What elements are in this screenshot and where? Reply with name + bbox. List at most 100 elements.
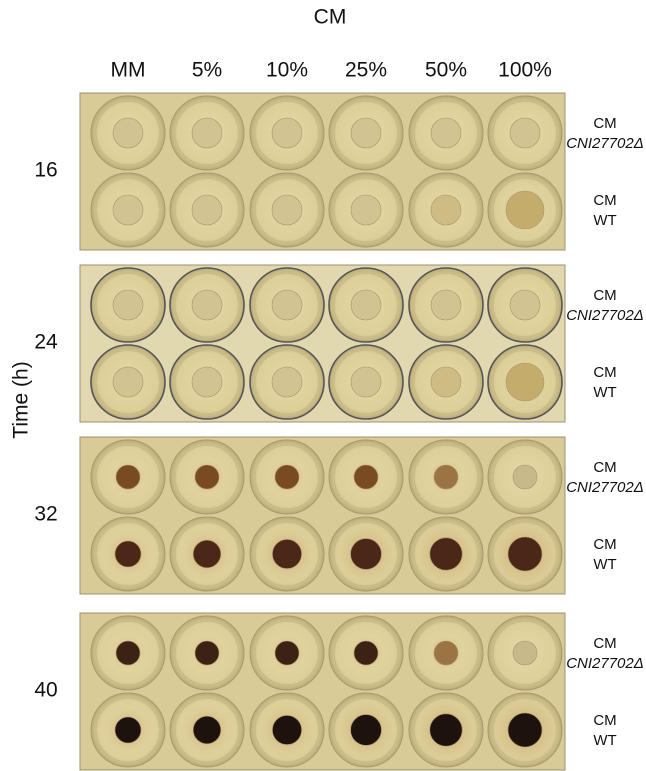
well-rim [174, 100, 240, 166]
colony [430, 117, 462, 149]
column-label: 10% [266, 59, 308, 82]
well-rim [254, 444, 320, 510]
well-rim [333, 697, 399, 763]
colony [353, 464, 379, 490]
well-rim [174, 444, 240, 510]
well-rim [492, 177, 558, 243]
well-rim [174, 349, 240, 415]
well-rim [254, 697, 320, 763]
colony [509, 117, 541, 149]
well-rim [492, 620, 558, 686]
well-rim [95, 444, 161, 510]
colony [114, 540, 142, 568]
colony [194, 640, 220, 666]
well-rim [333, 100, 399, 166]
well-rim [95, 620, 161, 686]
plate-panel: CM CNI27702Δ CM WT 32 [34, 436, 644, 595]
colony [112, 194, 144, 226]
well-rim [254, 100, 320, 166]
well-rim [174, 697, 240, 763]
column-label: MM [111, 59, 146, 82]
well-rim [413, 349, 479, 415]
well-rim [333, 272, 399, 338]
colony [350, 289, 382, 321]
well-rim [95, 349, 161, 415]
column-label: 100% [498, 59, 552, 82]
well-rim [95, 272, 161, 338]
colony [115, 640, 141, 666]
well-rim [254, 272, 320, 338]
colony [507, 712, 543, 748]
well-rim [492, 444, 558, 510]
colony [112, 366, 144, 398]
well-rim [254, 620, 320, 686]
colony [192, 539, 222, 569]
colony [350, 714, 382, 746]
column-headers: MM 5% 10% 25% 50% 100% [111, 59, 552, 82]
well-rim [254, 349, 320, 415]
colony [505, 190, 545, 230]
well-rim [174, 620, 240, 686]
well-rim [413, 100, 479, 166]
colony [433, 640, 459, 666]
axis-label: Time (h) [10, 361, 33, 438]
colony [114, 716, 142, 744]
colony [271, 194, 303, 226]
colony [274, 640, 300, 666]
row-label: WT [593, 212, 616, 229]
column-label: 50% [425, 59, 467, 82]
time-label: 16 [34, 159, 57, 182]
well-rim [492, 100, 558, 166]
well-rim [254, 521, 320, 587]
column-label: 25% [345, 59, 387, 82]
well-rim [413, 444, 479, 510]
plate-panel: CM CNI27702Δ CM WT 24 [34, 264, 644, 423]
well-rim [492, 272, 558, 338]
row-label: CM [593, 364, 616, 381]
colony [191, 194, 223, 226]
colony [512, 640, 538, 666]
colony [191, 117, 223, 149]
colony [350, 194, 382, 226]
time-label: 40 [34, 679, 57, 702]
colony [433, 464, 459, 490]
well-rim [95, 100, 161, 166]
well-rim [174, 177, 240, 243]
well-rim [174, 272, 240, 338]
colony [112, 117, 144, 149]
well-rim [174, 521, 240, 587]
time-label: 24 [34, 331, 58, 354]
colony [429, 713, 463, 747]
colony [353, 640, 379, 666]
colony [350, 117, 382, 149]
plate-panel: CM CNI27702Δ CM WT 40 [34, 612, 644, 771]
row-label: CM [593, 635, 616, 652]
well-rim [333, 444, 399, 510]
colony [430, 194, 462, 226]
colony [115, 464, 141, 490]
colony [505, 362, 545, 402]
plate-panel: CM CNI27702Δ CM WT 16 [34, 92, 644, 251]
well-rim [333, 349, 399, 415]
colony [191, 289, 223, 321]
row-label: CM [593, 459, 616, 476]
well-rim [95, 521, 161, 587]
panels: CM CNI27702Δ CM WT 16 CM CNI27702Δ CM WT 24 CM CNI2… [34, 92, 644, 771]
row-label: CM [593, 712, 616, 729]
row-label: CM [593, 115, 616, 132]
colony [272, 715, 302, 745]
well-rim [333, 177, 399, 243]
colony [350, 538, 382, 570]
colony [274, 464, 300, 490]
colony [350, 366, 382, 398]
well-rim [413, 177, 479, 243]
time-label: 32 [34, 503, 57, 526]
colony [509, 289, 541, 321]
colony [112, 289, 144, 321]
colony [271, 289, 303, 321]
well-rim [95, 177, 161, 243]
row-label: CNI27702Δ [566, 479, 644, 496]
row-label: CM [593, 287, 616, 304]
